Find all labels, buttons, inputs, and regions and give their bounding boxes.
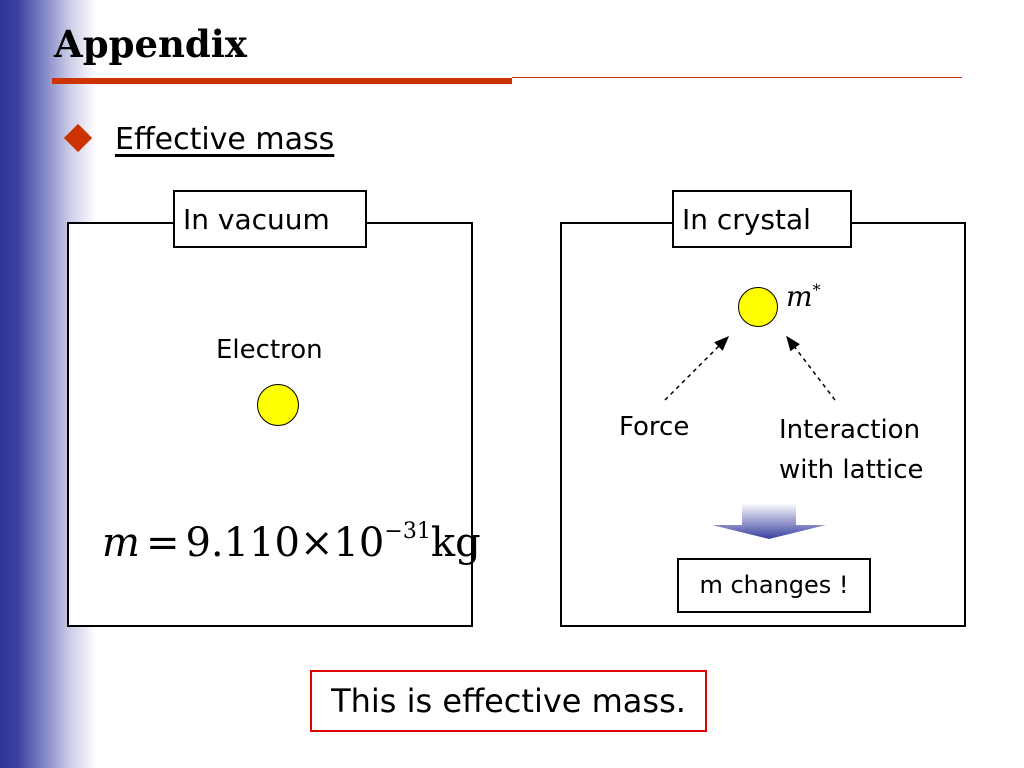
mass-superscript: * [812,280,821,300]
title-rule-thick [52,78,512,84]
mass-changes-box: m changes ! [677,558,871,613]
title-rule-thin [512,77,962,78]
lattice-arrow [786,335,836,401]
formula-equals: = [145,520,180,566]
formula-symbol: m [102,520,140,566]
electron-mass-formula: m = 9.110×10−31kg [102,518,481,566]
interaction-label-line2: with lattice [779,455,924,485]
effective-mass-symbol: m* [786,280,821,313]
formula-times: × [299,520,334,566]
slide-title: Appendix [54,22,247,66]
down-arrow-icon [712,503,826,539]
mass-symbol: m [786,280,813,313]
formula-exponent: −31 [384,518,431,544]
crystal-tab-label: In crystal [672,190,852,248]
vacuum-tab-label: In vacuum [173,190,367,248]
electron-label: Electron [216,335,323,365]
effective-particle-circle-icon [738,287,778,327]
interaction-label-line1: Interaction [779,415,921,445]
force-arrow [664,335,730,401]
formula-mantissa: 9.110 [185,520,300,566]
electron-circle-icon [257,384,299,426]
section-heading: Effective mass [115,122,335,157]
conclusion-box: This is effective mass. [310,670,707,732]
formula-base: 10 [333,520,385,566]
force-label: Force [619,412,690,442]
formula-unit: kg [430,520,481,566]
